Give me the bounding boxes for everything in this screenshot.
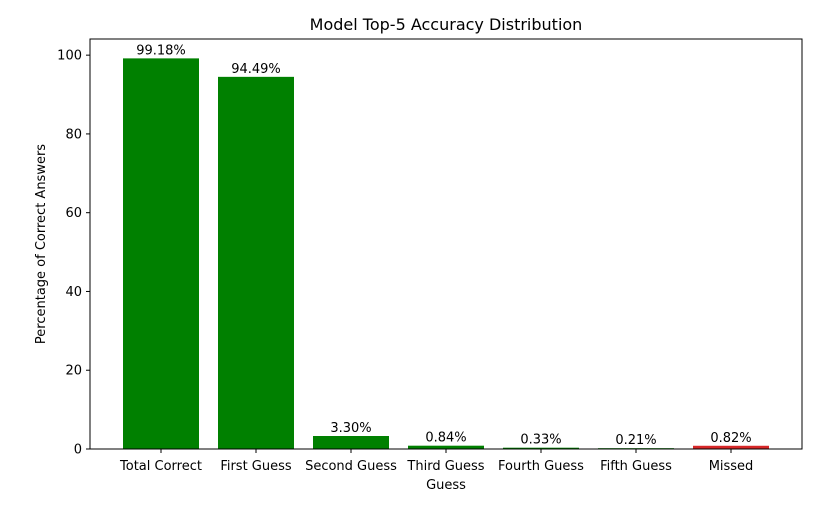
bar-value-label: 0.33% [520, 433, 561, 448]
bar-second-guess [313, 436, 389, 449]
bar-value-label: 0.21% [615, 433, 656, 448]
x-tick-label: First Guess [220, 459, 292, 474]
bar-value-labels: 99.18% 94.49% 3.30% 0.84% 0.33% 0.21% 0.82% [136, 43, 751, 448]
bar-value-label: 0.84% [425, 431, 466, 446]
y-tick-label: 20 [65, 364, 82, 379]
y-tick-label: 80 [65, 127, 82, 142]
y-tick-label: 60 [65, 206, 82, 221]
x-tick-label: Missed [709, 459, 754, 474]
x-axis: Total Correct First Guess Second Guess Thir… [119, 449, 753, 474]
bar-third-guess [408, 445, 484, 449]
bar-value-label: 94.49% [231, 62, 281, 77]
x-tick-label: Second Guess [305, 459, 397, 474]
x-tick-label: Third Guess [406, 459, 484, 474]
bar-total-correct [123, 58, 199, 449]
y-tick-label: 100 [57, 49, 82, 64]
bar-first-guess [218, 76, 294, 449]
y-tick-label: 0 [74, 443, 82, 458]
x-axis-label: Guess [426, 478, 466, 493]
y-tick-label: 40 [65, 285, 82, 300]
bar-missed [693, 445, 769, 449]
bar-value-label: 99.18% [136, 43, 186, 58]
bar-value-label: 3.30% [330, 421, 371, 436]
y-axis: 0 20 40 60 80 100 [57, 49, 90, 458]
bar-fourth-guess [503, 447, 579, 449]
x-tick-label: Fifth Guess [600, 459, 672, 474]
bars-group [123, 58, 769, 449]
bar-value-label: 0.82% [710, 431, 751, 446]
x-tick-label: Fourth Guess [498, 459, 584, 474]
x-tick-label: Total Correct [119, 459, 202, 474]
chart-title: Model Top-5 Accuracy Distribution [310, 15, 583, 34]
y-axis-label: Percentage of Correct Answers [34, 144, 49, 344]
